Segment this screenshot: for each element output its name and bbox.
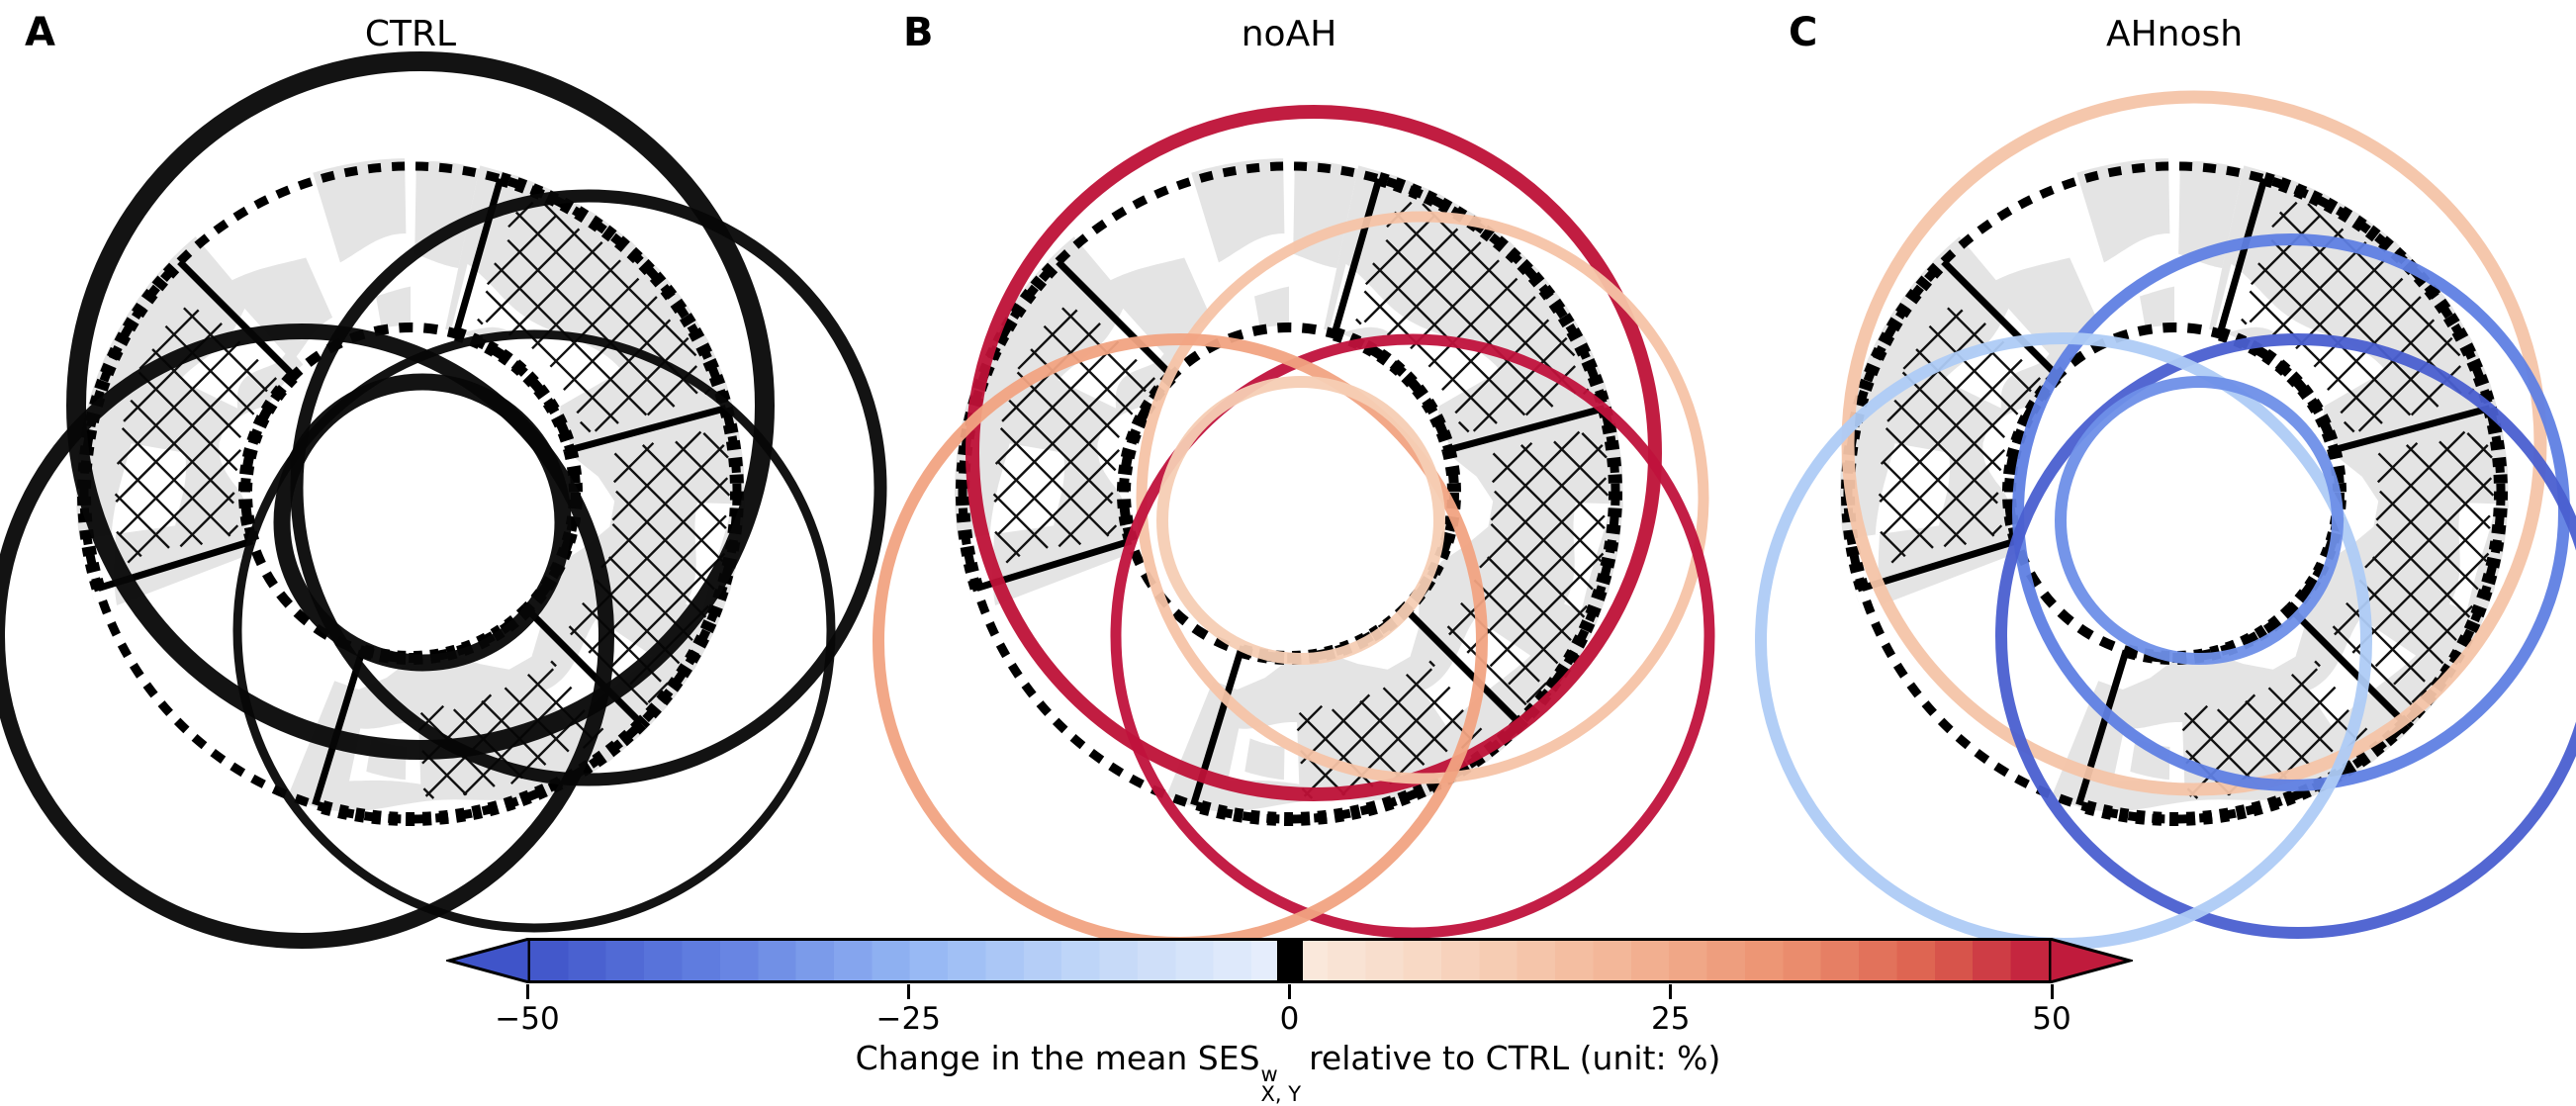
colorbar-tick (2050, 984, 2054, 999)
ring-panel-c (1755, 90, 2576, 950)
ses-circle-center (2055, 376, 2344, 665)
land-blob-polar-islands (2140, 286, 2174, 328)
colorbar-left-arrow-icon (446, 938, 529, 983)
panel-a-title: CTRL (364, 14, 457, 54)
ses-circle-top (1841, 90, 2547, 796)
sector-boundary-line (312, 649, 366, 806)
sector-boundary-line (569, 405, 727, 454)
ses-circle-center (1156, 376, 1445, 665)
sector-boundary-line (524, 606, 644, 726)
caption-supsub: w X, Y (1260, 1062, 1302, 1106)
land-blob-british-isles (1244, 738, 1285, 781)
colorbar-right-arrow-icon (2050, 938, 2133, 983)
sea-blob-hudson-bay-cut (989, 443, 1064, 535)
region-border-arc-siberia (1377, 172, 1611, 411)
panel-b-letter: B (903, 10, 934, 55)
caption-subscript: X, Y (1260, 1082, 1302, 1106)
ses-circle-bottom-right (232, 329, 836, 933)
caption-superscript: w (1260, 1062, 1278, 1086)
sea-blob-hudson-bay-cut (1875, 443, 1950, 535)
colorbar-tick-label: 0 (1279, 1001, 1300, 1037)
sector-boundary-line (1941, 259, 2061, 379)
sea-blob-black-caspian-cut (2449, 503, 2496, 611)
colorbar-tick (525, 984, 529, 999)
land-blob-eurasia (1163, 165, 1623, 827)
sea-blob-black-caspian-cut (686, 503, 732, 611)
region-crosshatch (2181, 668, 2368, 797)
sea-blob-hudson-bay-cut (111, 443, 186, 535)
sector-boundary-line (1861, 537, 2018, 592)
sector-boundary-line (1403, 606, 1522, 726)
panel-c-title: AHnosh (2105, 14, 2244, 54)
panel-a-letter: A (25, 10, 55, 55)
ring-panel-a (0, 51, 887, 949)
region-crosshatch (2334, 430, 2493, 703)
ses-circle-top (966, 105, 1662, 801)
ses-circle-center (273, 373, 572, 672)
colorbar-tick (1288, 984, 1291, 999)
region-border-arc-europe (2076, 718, 2411, 826)
ses-circle-bottom-right (1995, 333, 2576, 939)
sector-boundary-line (2075, 649, 2130, 806)
caption-suffix: relative to CTRL (unit: %) (1309, 1039, 1721, 1077)
colorbar-tick (906, 984, 910, 999)
land-blob-chukotka (2076, 158, 2170, 263)
colorbar (527, 938, 2052, 983)
sector-boundary-line (2333, 405, 2491, 454)
caption-prefix: Change in the mean SES (855, 1039, 1260, 1077)
sector-boundary-line (1331, 177, 1383, 335)
sector-boundary-line (452, 177, 505, 335)
land-blob-chukotka (313, 158, 407, 263)
region-border-arc-siberia (2262, 172, 2497, 411)
colorbar-tick-label: 25 (1651, 1001, 1691, 1037)
land-blob-polar-islands (1254, 286, 1289, 328)
panel-c-letter: C (1789, 10, 1818, 55)
region-border-arc-north-america (238, 370, 299, 543)
colorbar-tick-label: −25 (875, 1001, 941, 1037)
region-crosshatch (1298, 660, 1471, 799)
region-border-arc-west-russia (1401, 447, 1461, 615)
panel-b-title: noAH (1241, 14, 1337, 54)
region-border-arc-west-russia (1515, 406, 1622, 729)
colorbar-zero-marker (1276, 941, 1303, 980)
colorbar-tick-label: 50 (2032, 1001, 2071, 1037)
ses-circle-bottom-left (0, 323, 614, 949)
region-border-arc-europe (313, 718, 647, 826)
ring-panel-b (873, 105, 1715, 949)
colorbar-tick (1669, 984, 1673, 999)
region-border-arc-europe (1191, 718, 1525, 826)
land-blob-chukotka (1191, 158, 1285, 263)
ses-circle-top (66, 51, 775, 760)
sector-boundary-line (177, 259, 297, 379)
ses-circle-right (290, 189, 887, 786)
land-blob-polar-islands (376, 286, 411, 328)
region-crosshatch (1448, 430, 1608, 703)
colorbar-tick-label: −50 (495, 1001, 560, 1037)
region-crosshatch (115, 309, 278, 564)
ses-circle-bottom-right (1110, 333, 1715, 939)
ses-circle-right (1136, 211, 1709, 784)
region-border-arc-siberia (499, 172, 733, 411)
sea-blob-black-caspian-cut (1564, 503, 1610, 611)
sector-boundary-line (1056, 259, 1175, 379)
sector-boundary-line (2288, 606, 2408, 726)
region-crosshatch (1296, 668, 1483, 797)
sector-boundary-line (1447, 405, 1606, 454)
sector-boundary-line (2216, 177, 2268, 335)
